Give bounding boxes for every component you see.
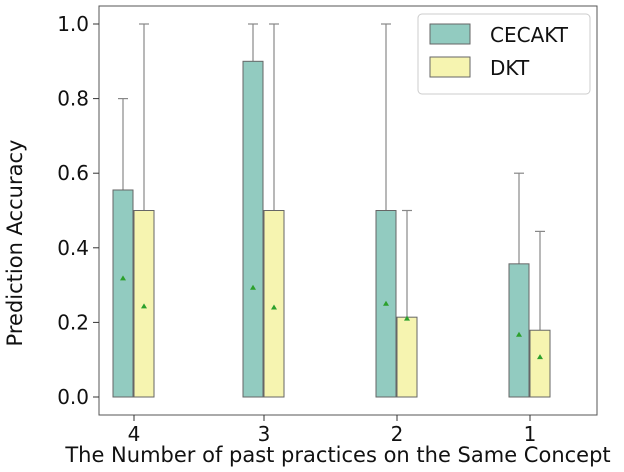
x-tick-label-1: 3 bbox=[258, 422, 271, 446]
y-tick-label-1: 0.2 bbox=[57, 310, 89, 334]
series-cecakt bbox=[112, 23, 530, 398]
legend-label-cecakt: CECAKT bbox=[490, 23, 569, 47]
y-tick-label-3: 0.6 bbox=[57, 161, 89, 185]
bar-cecakt-1 bbox=[508, 263, 530, 398]
plot-area bbox=[98, 5, 598, 416]
y-axis: 0.0 0.2 0.4 0.6 0.8 1.0 bbox=[57, 12, 99, 409]
mean-marker-dkt-4 bbox=[141, 303, 147, 309]
plot-frame bbox=[98, 5, 598, 416]
x-tick-label-2: 2 bbox=[391, 422, 404, 446]
mean-marker-dkt-1 bbox=[537, 354, 543, 360]
bar-cecakt-3 bbox=[242, 60, 264, 398]
y-tick-label-5: 1.0 bbox=[57, 12, 89, 36]
y-tick-label-2: 0.4 bbox=[57, 236, 89, 260]
mean-marker-dkt-2 bbox=[404, 315, 410, 321]
y-tick-label-0: 0.0 bbox=[57, 385, 89, 409]
bar-dkt-1 bbox=[529, 329, 551, 398]
mean-marker-cecakt-3 bbox=[250, 284, 256, 290]
x-tick-label-3: 1 bbox=[524, 422, 537, 446]
legend-label-dkt: DKT bbox=[490, 56, 530, 80]
y-axis-label: Prediction Accuracy bbox=[3, 140, 27, 347]
mean-marker-dkt-3 bbox=[271, 304, 277, 310]
x-axis-label: The Number of past practices on the Same… bbox=[64, 443, 610, 467]
y-tick-label-4: 0.8 bbox=[57, 87, 89, 111]
mean-marker-cecakt-1 bbox=[516, 331, 522, 337]
mean-marker-cecakt-4 bbox=[120, 275, 126, 281]
legend-swatch-cecakt bbox=[429, 23, 471, 45]
mean-marker-cecakt-2 bbox=[383, 300, 389, 306]
bar-dkt-2 bbox=[396, 316, 418, 398]
x-tick-label-0: 4 bbox=[128, 422, 141, 446]
bar-dkt-3 bbox=[263, 210, 285, 398]
legend-swatch-dkt bbox=[429, 56, 471, 78]
legend: CECAKT DKT bbox=[417, 13, 591, 95]
series-dkt bbox=[133, 23, 551, 398]
series-layer bbox=[112, 23, 551, 398]
bar-cecakt-4 bbox=[112, 189, 134, 398]
x-axis: 4 3 2 1 bbox=[128, 415, 537, 446]
